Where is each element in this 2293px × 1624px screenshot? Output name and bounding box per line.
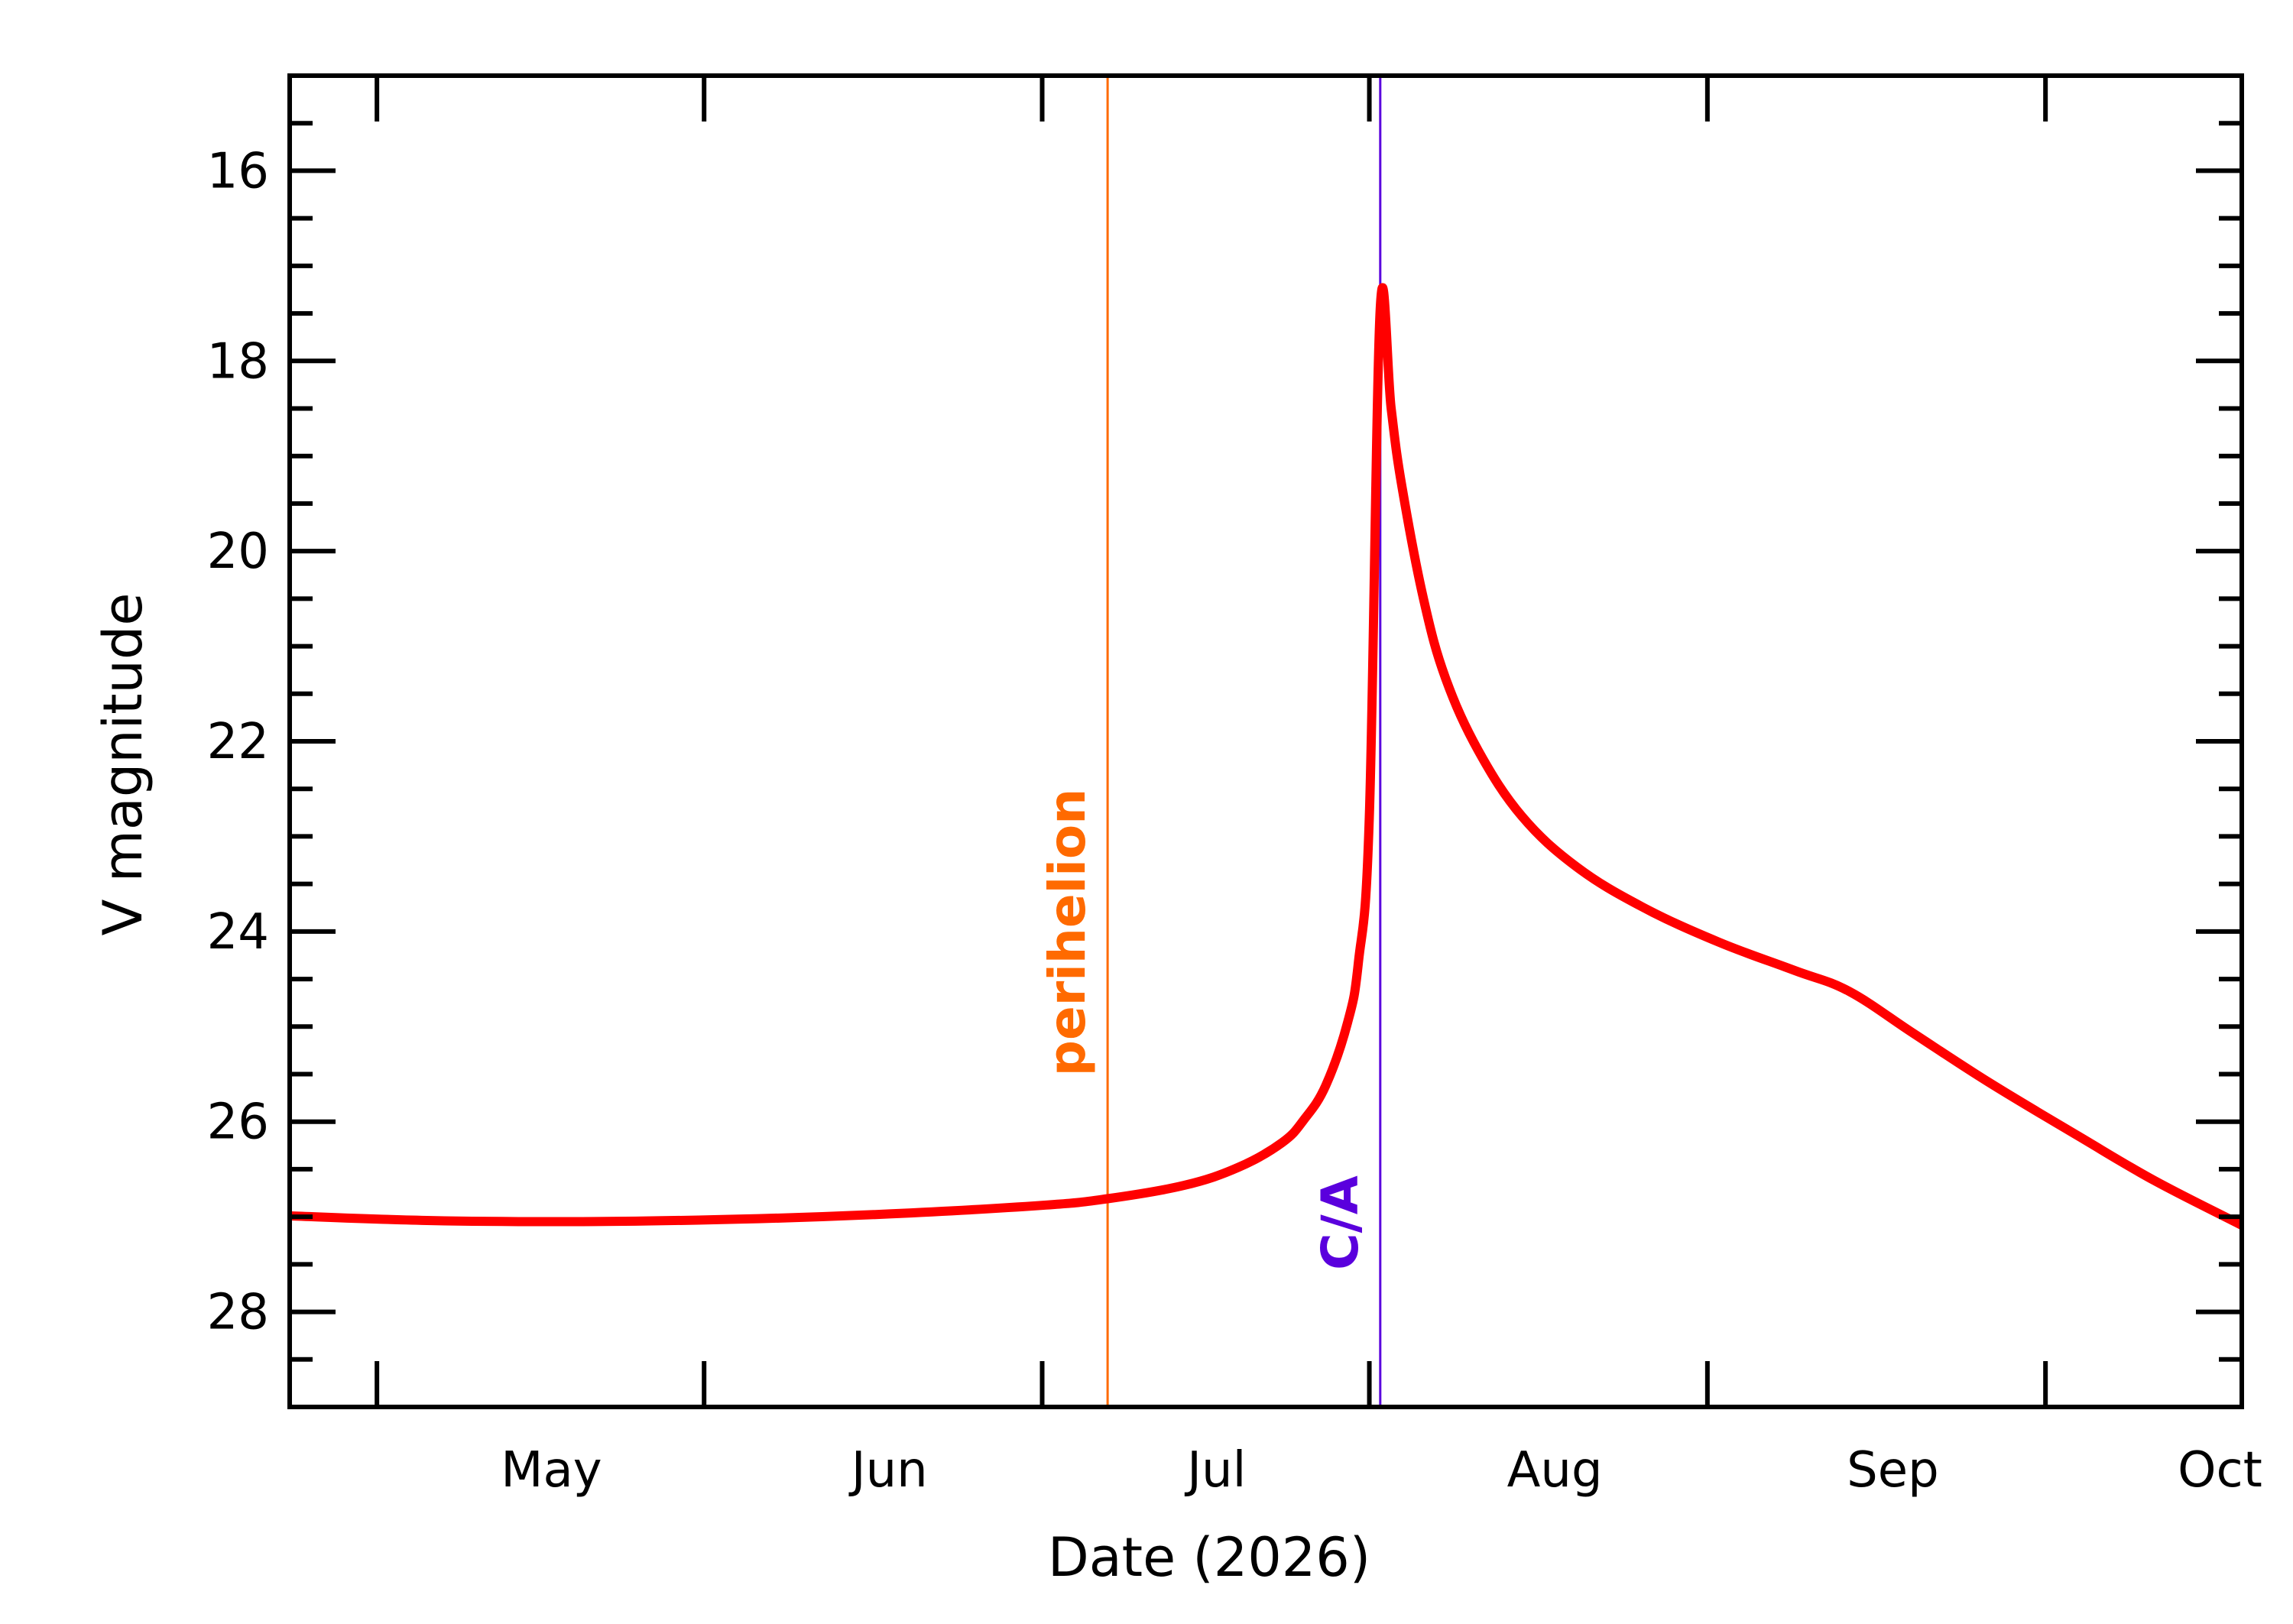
axes-layer [287, 73, 2244, 1409]
series-line-0 [290, 283, 2242, 1231]
x-tick-label-jun: Jun [848, 1442, 928, 1499]
y-tick-label-20: 20 [207, 524, 269, 580]
y-tick-label-16: 16 [207, 143, 269, 199]
y-tick-label-18: 18 [207, 333, 269, 390]
y-tick-label-28: 28 [207, 1285, 269, 1341]
x-axis-title: Date (2026) [1048, 1526, 1370, 1589]
x-tick-label-sep: Sep [1847, 1442, 1939, 1499]
x-tick-label-may: May [501, 1442, 602, 1499]
x-tick-label-oct: Oct [2178, 1442, 2262, 1499]
y-tick-label-24: 24 [207, 904, 269, 961]
marker-label-ca: C/A [1311, 1175, 1370, 1270]
series-layer [290, 283, 2242, 1231]
marker-label-perihelion: perihelion [1038, 789, 1097, 1077]
x-tick-label-aug: Aug [1507, 1442, 1603, 1499]
x-tick-label-jul: Jul [1184, 1442, 1246, 1499]
y-tick-label-26: 26 [207, 1094, 269, 1151]
labels-layer: Date (2026) V magnitude May Jun Jul Aug Sep O… [92, 143, 2262, 1589]
y-axis-title: V magnitude [92, 593, 154, 936]
y-tick-label-22: 22 [207, 714, 269, 770]
